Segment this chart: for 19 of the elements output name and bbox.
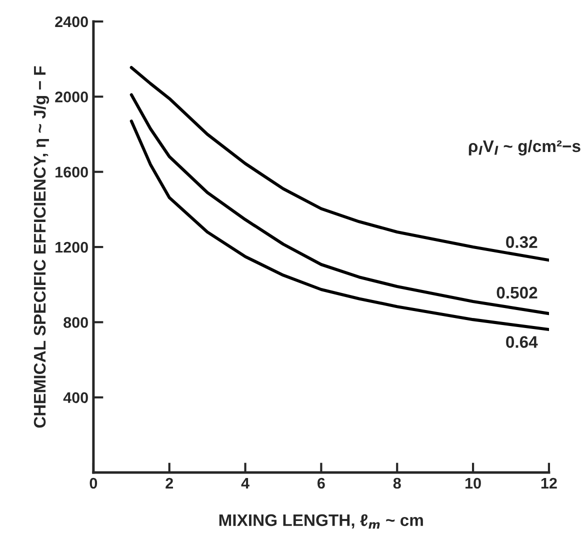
series-label: 0.502 <box>496 286 538 299</box>
legend-title: ρ$_{l}$V$_{l}$ ~ g/cm²−s <box>468 140 580 156</box>
series-label: 0.32 <box>506 236 538 248</box>
y-axis-title: CHEMICAL SPECIFIC EFFICIENCY, η ~ J/g − F <box>33 66 50 428</box>
y-tick-label: 2400 <box>55 16 88 28</box>
y-tick-label: 800 <box>64 317 88 328</box>
x-tick-label: 0 <box>90 478 98 489</box>
x-tick-label: 2 <box>166 478 173 488</box>
x-tick-label: 10 <box>466 478 481 489</box>
series-label: 0.64 <box>506 336 538 348</box>
x-tick-label: 8 <box>393 478 401 489</box>
y-tick-label: 1600 <box>56 166 88 178</box>
y-tick-label: 2000 <box>55 92 88 102</box>
x-axis-title: MIXING LENGTH, ℓ$_{m}$ ~ cm <box>219 514 423 529</box>
y-tick-label: 400 <box>63 392 88 404</box>
x-tick-label: 12 <box>541 478 557 488</box>
x-tick-label: 4 <box>241 478 250 488</box>
y-tick-label: 1200 <box>56 242 88 253</box>
x-tick-label: 6 <box>318 478 325 489</box>
